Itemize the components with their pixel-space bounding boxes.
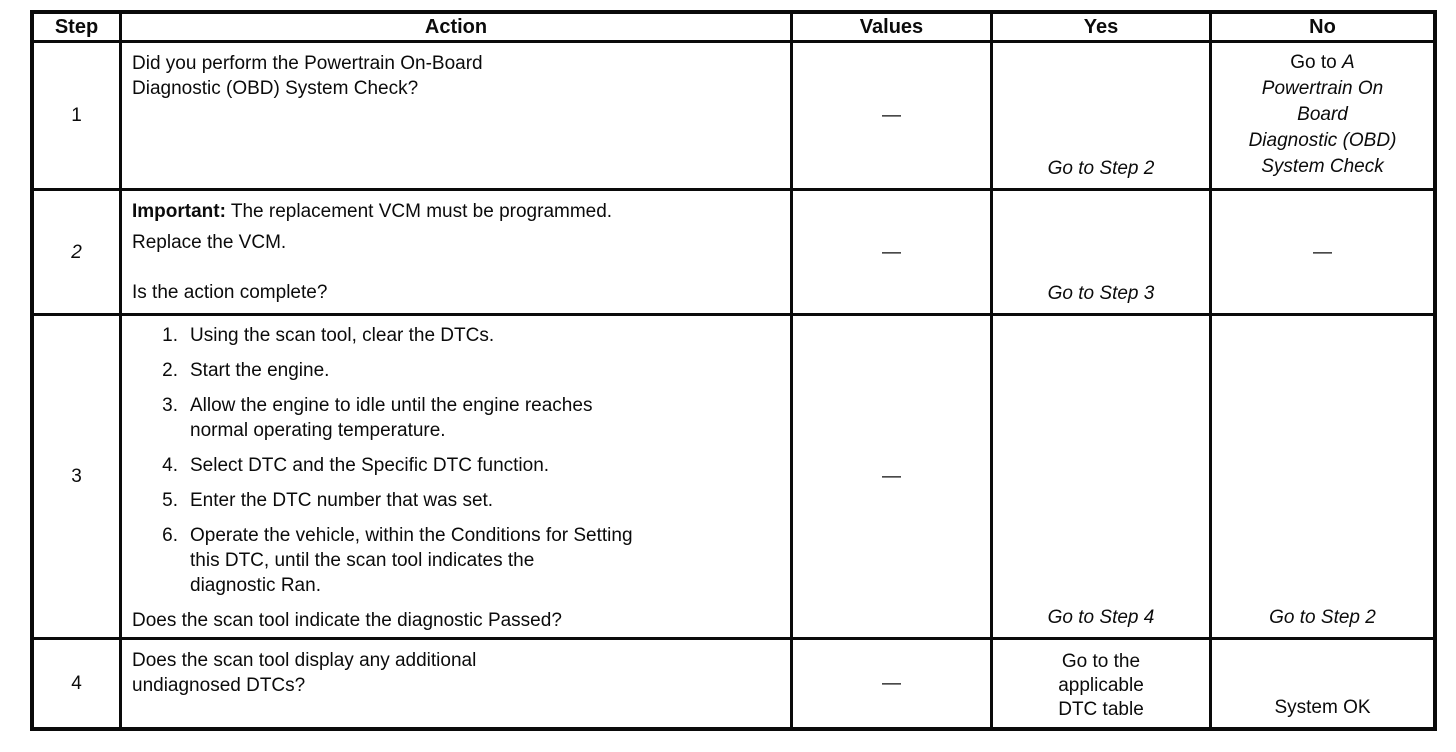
- list-item-number: 1.: [162, 325, 178, 346]
- action-instruction: Replace the VCM.: [132, 232, 287, 253]
- values-dash: —: [882, 466, 901, 487]
- col-header-action: Action: [122, 14, 793, 43]
- values-cell-2: —: [793, 191, 993, 316]
- list-item-line: normal operating temperature.: [190, 420, 446, 441]
- step-number-2: 2: [34, 191, 122, 316]
- yes-cell-3: Go to Step 4: [993, 316, 1212, 640]
- action-cell-4: Does the scan tool display any additiona…: [122, 640, 793, 727]
- no-cell-1: Go to A Powertrain On Board Diagnostic (…: [1212, 43, 1433, 191]
- no-ref-line: Board: [1297, 104, 1348, 125]
- yes-cell-4: Go to the applicable DTC table: [993, 640, 1212, 727]
- no-goto-text: Go to Step 2: [1269, 607, 1376, 628]
- action-question: Does the scan tool indicate the diagnost…: [132, 610, 562, 631]
- list-item: 6. Operate the vehicle, within the Condi…: [132, 523, 780, 598]
- action-text-line: Did you perform the Powertrain On-Board: [132, 53, 483, 74]
- values-cell-1: —: [793, 43, 993, 191]
- no-ref-line: Powertrain On: [1261, 78, 1384, 99]
- list-item-text: Start the engine.: [190, 360, 330, 381]
- no-result-text: System OK: [1274, 697, 1371, 718]
- values-cell-3: —: [793, 316, 993, 640]
- no-cell-2: —: [1212, 191, 1433, 316]
- action-text-line: Does the scan tool display any additiona…: [132, 650, 477, 671]
- action-text-line: undiagnosed DTCs?: [132, 675, 306, 696]
- step-number-4: 4: [34, 640, 122, 727]
- no-dash: —: [1313, 241, 1332, 263]
- no-goto-text: Go to A: [1290, 50, 1354, 76]
- col-header-yes: Yes: [993, 14, 1212, 43]
- col-header-step: Step: [34, 14, 122, 43]
- list-item: 2. Start the engine.: [132, 358, 780, 383]
- list-item: 1. Using the scan tool, clear the DTCs.: [132, 323, 780, 348]
- list-item-number: 2.: [162, 360, 178, 381]
- list-item-text: Operate the vehicle, within the Conditio…: [190, 523, 774, 598]
- action-cell-3: 1. Using the scan tool, clear the DTCs. …: [122, 316, 793, 640]
- no-goto-prefix: Go to: [1290, 52, 1343, 73]
- list-item-text: Using the scan tool, clear the DTCs.: [190, 325, 495, 346]
- action-text-line: Diagnostic (OBD) System Check?: [132, 78, 419, 99]
- diagnostic-table: Step Action Values Yes No 1 Did you perf…: [30, 10, 1437, 731]
- action-question: Is the action complete?: [132, 282, 328, 303]
- list-item-text: Select DTC and the Specific DTC function…: [190, 455, 550, 476]
- important-note: Important: The replacement VCM must be p…: [132, 199, 780, 224]
- list-item-text: Allow the engine to idle until the engin…: [190, 393, 774, 443]
- step-number-1: 1: [34, 43, 122, 191]
- yes-cell-2: Go to Step 3: [993, 191, 1212, 316]
- col-header-no: No: [1212, 14, 1433, 43]
- list-item-number: 3.: [162, 395, 178, 416]
- important-label: Important:: [132, 201, 226, 222]
- values-dash: —: [882, 673, 901, 694]
- no-ref-line: System Check: [1261, 156, 1384, 177]
- yes-goto-line: Go to the: [1061, 651, 1141, 672]
- list-item: 5. Enter the DTC number that was set.: [132, 488, 780, 513]
- list-item: 4. Select DTC and the Specific DTC funct…: [132, 453, 780, 478]
- no-cell-3: Go to Step 2: [1212, 316, 1433, 640]
- yes-goto-line: DTC table: [1058, 699, 1144, 720]
- list-item-line: this DTC, until the scan tool indicates …: [190, 550, 535, 571]
- list-item: 3. Allow the engine to idle until the en…: [132, 393, 780, 443]
- list-item-line: Allow the engine to idle until the engin…: [190, 395, 593, 416]
- step-number-3: 3: [34, 316, 122, 640]
- list-item-text: Enter the DTC number that was set.: [190, 490, 494, 511]
- no-cell-4: System OK: [1212, 640, 1433, 727]
- col-header-values: Values: [793, 14, 993, 43]
- action-cell-2: Important: The replacement VCM must be p…: [122, 191, 793, 316]
- list-item-number: 4.: [162, 455, 178, 476]
- list-item-line: Operate the vehicle, within the Conditio…: [190, 525, 633, 546]
- yes-goto-text: Go to Step 2: [1047, 158, 1155, 179]
- yes-goto-text: Go to Step 4: [1047, 607, 1155, 628]
- yes-cell-1: Go to Step 2: [993, 43, 1212, 191]
- list-item-line: diagnostic Ran.: [190, 575, 321, 596]
- no-ref-line: A: [1342, 52, 1355, 73]
- values-dash: —: [882, 105, 901, 126]
- list-item-number: 5.: [162, 490, 178, 511]
- action-cell-1: Did you perform the Powertrain On-Board …: [122, 43, 793, 191]
- yes-goto-line: applicable: [1058, 675, 1144, 696]
- values-cell-4: —: [793, 640, 993, 727]
- yes-goto-text: Go to Step 3: [1047, 283, 1155, 304]
- important-text: The replacement VCM must be programmed.: [225, 201, 613, 222]
- no-ref-line: Diagnostic (OBD): [1248, 130, 1397, 151]
- list-item-number: 6.: [162, 525, 178, 546]
- values-dash: —: [882, 241, 901, 263]
